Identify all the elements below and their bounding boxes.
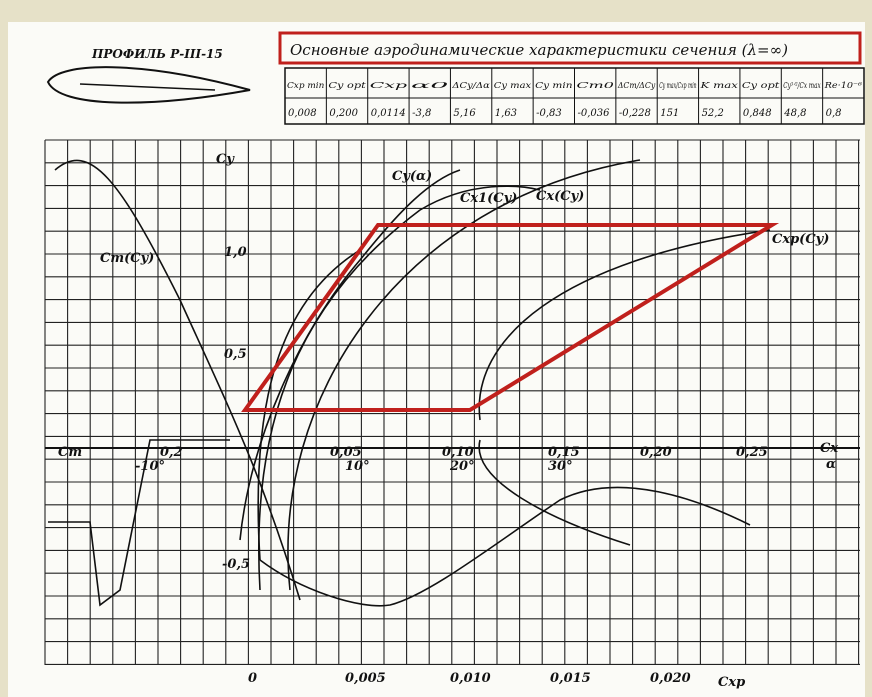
cxp-tick: 0,020: [650, 671, 691, 686]
table-header: ΔCm/ΔCy: [617, 81, 656, 90]
alpha-tick: 10°: [345, 459, 370, 474]
table-header: Cxp: [370, 81, 407, 90]
cx-tick: 0,25: [736, 445, 768, 460]
table-header: Cy³ᐟ²/Cx max: [783, 81, 821, 90]
sheet: [8, 22, 865, 697]
table-header: Cy min: [535, 81, 572, 90]
cxp-label: Cxp: [718, 675, 745, 690]
alpha-tick: -10°: [135, 459, 165, 474]
cxp-tick: 0,010: [450, 671, 491, 686]
table-cell: 151: [660, 108, 679, 119]
cx-tick: 0,15: [548, 445, 580, 460]
table-cell: 0,848: [743, 108, 772, 119]
table-cell: 48,8: [783, 108, 806, 119]
cxp-tick: 0: [248, 671, 257, 686]
table-cell: 0,8: [826, 108, 842, 119]
cx-tick: 0,10: [442, 445, 474, 460]
table-cell: 52,2: [702, 108, 724, 119]
table-cell: -0,83: [536, 108, 562, 119]
curve-label: Cm(Cy): [100, 251, 154, 266]
table-cell: 5,16: [453, 108, 476, 119]
cm-curve: [54, 159, 301, 601]
chord: [79, 83, 216, 91]
highlight: [241, 223, 780, 412]
table-cell: -0,036: [578, 108, 611, 119]
cy-tick: -0,5: [222, 557, 250, 572]
cx-tick: 0,20: [640, 445, 672, 460]
cy-tick: 0,5: [224, 347, 247, 362]
airfoil: [46, 66, 251, 104]
table-header: Cy opt: [742, 81, 780, 90]
cx1-curve: [257, 185, 541, 591]
cxp-tick: 0,015: [550, 671, 591, 686]
table-header: α0: [411, 81, 448, 90]
table: Cxp min 0,008 Cy opt 0,200 Cxp 0,0114 α0 -3,8 ΔC…: [284, 67, 865, 125]
table-cell: -3,8: [412, 108, 431, 119]
alpha-tick: 20°: [449, 459, 475, 474]
alpha-tick: 30°: [548, 459, 573, 474]
cy-alpha-curve: [239, 169, 461, 541]
table-header: Cy max/Cxp min: [659, 81, 696, 90]
cm-low-curve: [48, 439, 230, 607]
curve-label: Cx(Cy): [536, 189, 584, 204]
alpha-label: α: [826, 457, 836, 472]
cx-label: Cx: [820, 441, 838, 456]
cy-label: Cy: [216, 152, 235, 167]
title-box: [278, 31, 862, 65]
table-cell: 0,008: [288, 108, 317, 119]
table-header: K max: [699, 81, 739, 90]
curve-label: Cy(α): [392, 169, 432, 184]
table-cell: -0,228: [619, 108, 651, 119]
cm-tick: 0,2: [160, 445, 183, 460]
table-header: Cy max: [494, 81, 532, 90]
table-header: ΔCy/Δα: [451, 81, 490, 90]
title: Основные аэродинамические характеристики…: [290, 41, 788, 59]
table-header: Cxp min: [287, 81, 324, 90]
table-header: Cm0: [577, 81, 614, 90]
curve-label: Cxp(Cy): [772, 232, 829, 247]
cm-label: Cm: [58, 445, 82, 460]
cx-curve: [287, 159, 641, 591]
table-cell: 1,63: [495, 108, 517, 119]
table-cell: 0,0114: [371, 108, 406, 119]
table-header: Re·10⁻⁶: [823, 81, 863, 90]
cy-tick: 1,0: [224, 245, 247, 260]
table-header: Cy opt: [328, 81, 366, 90]
profile-label: ПРОФИЛЬ Р-III-15: [91, 47, 223, 61]
table-cell: 0,200: [329, 108, 358, 119]
cx-tick: 0,05: [330, 445, 362, 460]
cxp-tick: 0,005: [345, 671, 386, 686]
curve-label: Cx1(Cy): [460, 191, 517, 206]
